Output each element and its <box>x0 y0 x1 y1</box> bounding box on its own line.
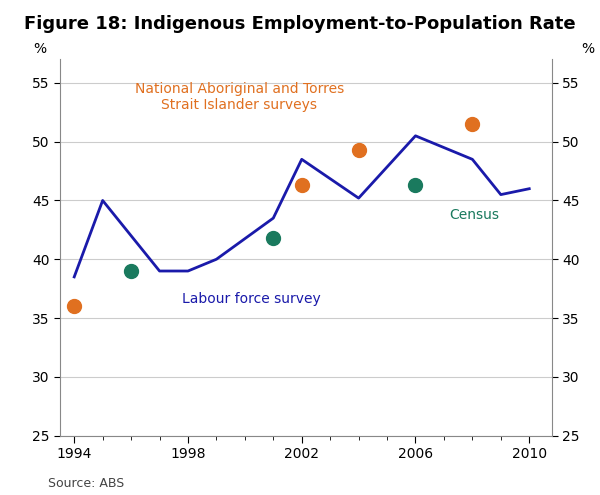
Text: %: % <box>581 42 595 55</box>
Text: Census: Census <box>449 207 500 222</box>
Text: Labour force survey: Labour force survey <box>182 292 321 306</box>
Point <box>410 181 420 189</box>
Point <box>126 267 136 275</box>
Point <box>268 234 278 242</box>
Text: Source: ABS: Source: ABS <box>48 477 124 490</box>
Point <box>354 146 364 154</box>
Text: National Aboriginal and Torres
Strait Islander surveys: National Aboriginal and Torres Strait Is… <box>134 82 344 112</box>
Point <box>297 181 307 189</box>
Point <box>467 120 477 128</box>
Text: %: % <box>33 42 46 55</box>
Point <box>70 302 79 310</box>
Text: Figure 18: Indigenous Employment-to-Population Rate: Figure 18: Indigenous Employment-to-Popu… <box>24 15 576 33</box>
